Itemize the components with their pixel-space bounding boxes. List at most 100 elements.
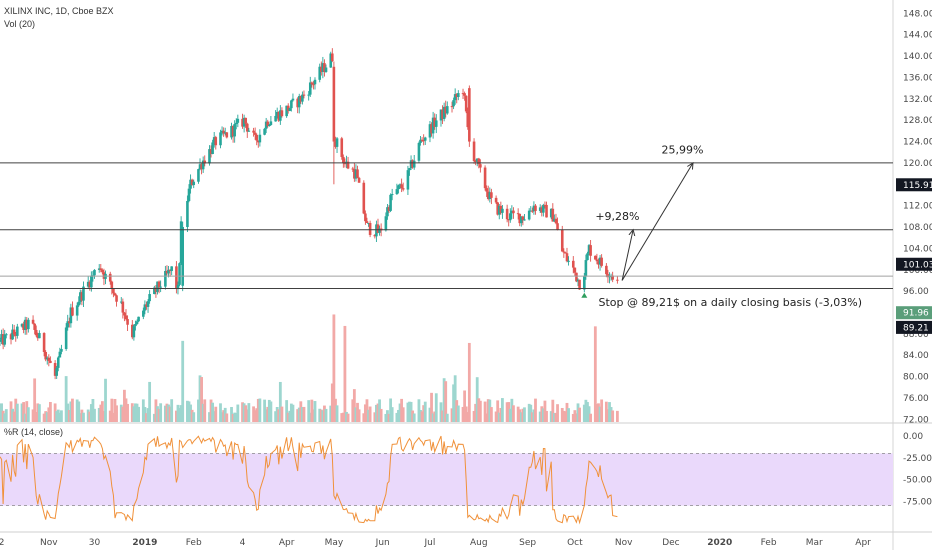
- volume-bar: [430, 392, 433, 422]
- volume-bar: [108, 410, 112, 422]
- volume-bar: [379, 408, 383, 422]
- volume-bar: [409, 401, 413, 422]
- volume-bar: [573, 410, 577, 422]
- candle-body: [280, 110, 284, 117]
- volume-bar: [420, 411, 424, 422]
- candle-body: [135, 321, 139, 325]
- candle-body: [540, 207, 544, 213]
- volume-bar: [233, 412, 237, 422]
- candle-body: [332, 66, 336, 142]
- candle-body: [22, 324, 25, 330]
- candle-body: [203, 160, 207, 164]
- candle-body: [67, 321, 71, 324]
- candle-body: [187, 188, 191, 201]
- candle-body: [455, 94, 459, 98]
- candle-body: [589, 245, 592, 256]
- candle-body: [88, 281, 92, 288]
- volume-bar: [615, 410, 619, 422]
- candle-body: [400, 184, 403, 189]
- chart-symbol-title: XILINX INC, 1D, Cboe BZX: [4, 6, 114, 16]
- candle-body: [3, 334, 7, 345]
- volume-bar: [119, 404, 123, 422]
- time-tick-label: Apr: [855, 538, 871, 548]
- volume-bar: [60, 410, 63, 422]
- candle-body: [329, 53, 333, 68]
- candle-body: [611, 275, 614, 280]
- volume-bar: [302, 406, 306, 422]
- candle-body: [401, 188, 405, 190]
- volume-bar: [3, 413, 7, 422]
- candle-body: [507, 219, 511, 221]
- candle-body: [208, 149, 211, 164]
- candle-body: [384, 216, 388, 231]
- candle-body: [497, 205, 501, 215]
- candle-body: [331, 53, 334, 62]
- candle-body: [25, 319, 29, 330]
- candle-body: [408, 168, 411, 171]
- candle-body: [406, 170, 410, 190]
- volume-bar: [441, 410, 444, 422]
- volume-bar: [417, 399, 421, 422]
- candle-body: [463, 93, 466, 96]
- volume-bar: [97, 407, 101, 422]
- candle-body: [291, 98, 295, 101]
- candle-body: [376, 224, 380, 233]
- volume-bar: [423, 401, 427, 422]
- volume-bar: [552, 413, 556, 422]
- candle-body: [241, 118, 244, 127]
- candle-body: [23, 319, 27, 330]
- candle-body: [573, 267, 577, 273]
- candle-body: [520, 216, 523, 224]
- time-tick-label: Jul: [424, 538, 436, 548]
- candle-body: [468, 88, 471, 142]
- volume-bar: [258, 398, 262, 422]
- volume-bar: [296, 409, 300, 422]
- volume-bar: [48, 401, 52, 422]
- candle-body: [277, 112, 281, 121]
- volume-bar: [600, 399, 604, 422]
- candle-body: [364, 213, 367, 222]
- volume-bar: [532, 409, 536, 422]
- candle-body: [531, 210, 534, 212]
- volume-bar: [69, 401, 73, 422]
- candle-body: [387, 207, 391, 211]
- volume-bar: [565, 402, 569, 422]
- candle-body: [466, 111, 470, 128]
- candle-body: [53, 363, 57, 376]
- candle-body: [442, 106, 446, 120]
- target-arrow-label: 25,99%: [661, 143, 703, 156]
- volume-bar: [86, 409, 90, 422]
- volume-bar: [543, 400, 547, 422]
- volume-bar: [115, 405, 118, 422]
- volume-bar: [123, 389, 126, 422]
- candle-body: [472, 141, 476, 162]
- volume-bar: [540, 406, 544, 422]
- volume-bar: [330, 383, 334, 422]
- price-tick-label: 100.00: [903, 266, 932, 276]
- candle-body: [0, 334, 3, 340]
- candle-body: [60, 349, 63, 352]
- volume-bar: [244, 405, 248, 422]
- candle-body: [488, 192, 492, 199]
- volume-bar: [428, 407, 432, 422]
- price-tick-label: 120.00: [903, 159, 932, 169]
- volume-bar: [545, 410, 548, 422]
- volume-bar: [37, 404, 41, 422]
- candle-body: [16, 326, 19, 336]
- candle-body: [594, 255, 597, 260]
- candle-body: [367, 222, 370, 224]
- overbought-oversold-band: [0, 453, 893, 506]
- candle-body: [69, 307, 73, 324]
- candle-body: [386, 207, 389, 217]
- candle-body: [167, 269, 170, 274]
- candle-body: [564, 252, 567, 254]
- candle-body: [165, 270, 169, 274]
- volume-bar: [351, 399, 355, 422]
- volume-bar: [390, 407, 394, 422]
- volume-bar: [499, 407, 503, 422]
- candle-body: [543, 204, 547, 206]
- volume-bar: [26, 407, 30, 422]
- volume-bar: [77, 401, 81, 422]
- volume-bar: [256, 398, 260, 422]
